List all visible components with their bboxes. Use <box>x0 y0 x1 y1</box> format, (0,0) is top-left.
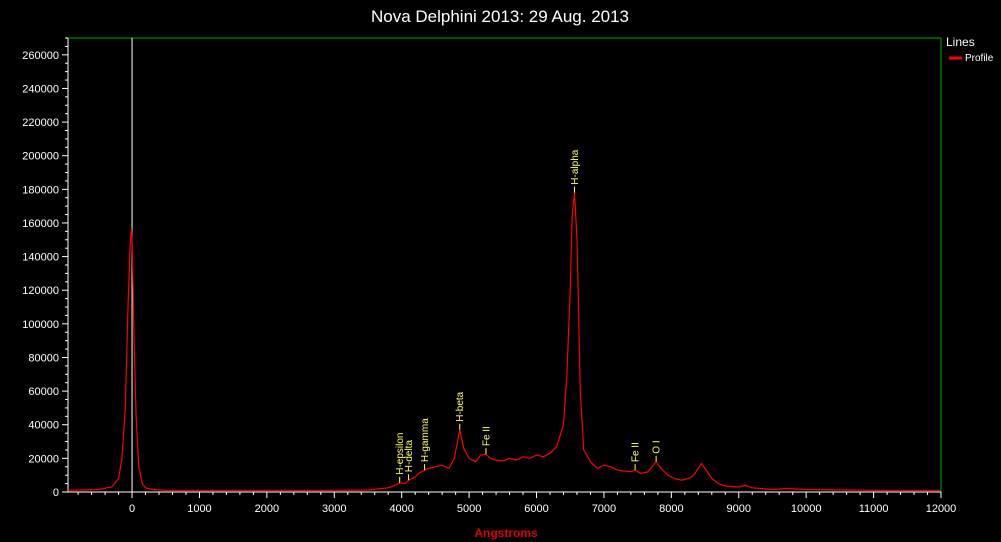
y-tick-label: 200000 <box>22 151 59 163</box>
y-tick-label: 100000 <box>22 319 59 331</box>
y-tick-label: 140000 <box>22 252 59 264</box>
x-tick-label: 11000 <box>859 503 889 515</box>
chart-title: Nova Delphini 2013: 29 Aug. 2013 <box>371 7 629 26</box>
x-tick-label: 7000 <box>592 503 616 515</box>
legend-entry-label: Profile <box>965 53 994 64</box>
annotation-label: Fe II <box>481 426 492 446</box>
x-tick-label: 10000 <box>791 503 822 515</box>
x-tick-label: 3000 <box>322 503 346 515</box>
y-tick-label: 0 <box>53 487 59 499</box>
x-tick-label: 8000 <box>659 503 683 515</box>
x-axis-ticks: 0 1000 2000 3000 4000 5000 6000 7000 8000 9000 100… <box>77 492 957 515</box>
legend: Lines Profile <box>946 35 994 64</box>
x-tick-label: 5000 <box>457 503 481 515</box>
annotation-label: H-gamma <box>420 418 431 462</box>
y-tick-label: 60000 <box>28 386 59 398</box>
x-tick-label: 0 <box>129 503 135 515</box>
annotation-label: O I <box>652 440 663 453</box>
y-tick-label: 80000 <box>28 352 59 364</box>
x-tick-label: 12000 <box>926 503 957 515</box>
x-tick-label: 6000 <box>524 503 548 515</box>
annotation-label: H-beta <box>455 391 466 421</box>
x-axis-label: Angstroms <box>474 526 538 540</box>
annotation-label: H-alpha <box>570 149 581 184</box>
y-tick-label: 180000 <box>22 184 59 196</box>
y-tick-label: 240000 <box>22 83 59 95</box>
x-tick-label: 4000 <box>389 503 413 515</box>
annotation-label: H-epsilon <box>395 433 406 475</box>
annotation-label: Fe II <box>631 442 642 462</box>
y-tick-label: 220000 <box>22 117 59 129</box>
annotation-label: H-delta <box>404 440 415 473</box>
y-tick-label: 120000 <box>22 285 59 297</box>
y-axis-ticks: 0 20000 40000 60000 80000 100000 120000 140000 1… <box>22 37 68 499</box>
series-line-profile <box>67 192 941 491</box>
y-tick-label: 160000 <box>22 218 59 230</box>
y-tick-label: 20000 <box>28 453 59 465</box>
axes <box>67 38 941 493</box>
y-tick-label: 40000 <box>28 420 59 432</box>
x-tick-label: 2000 <box>255 503 279 515</box>
x-tick-label: 9000 <box>727 503 751 515</box>
x-tick-label: 1000 <box>187 503 211 515</box>
y-tick-label: 260000 <box>22 50 59 62</box>
plot-frame <box>67 37 942 493</box>
legend-title: Lines <box>946 35 975 49</box>
